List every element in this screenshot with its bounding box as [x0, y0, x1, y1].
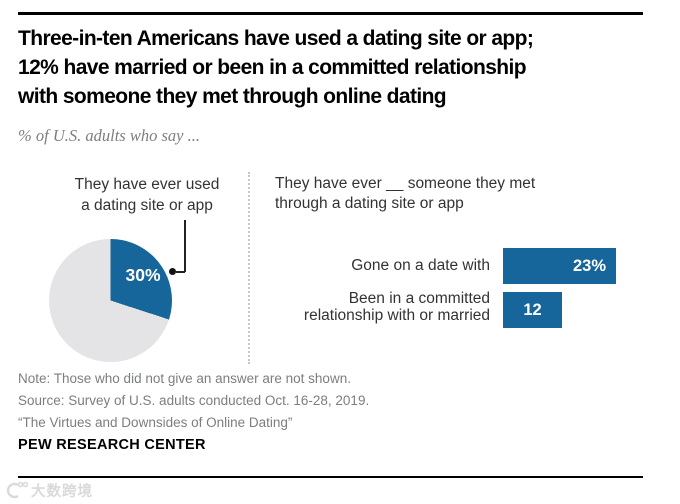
bottom-rule: [18, 476, 643, 478]
watermark-text: 大数跨境: [31, 483, 93, 500]
title-line: with someone they met through online dat…: [18, 85, 447, 108]
pie-chart: [49, 239, 172, 362]
title-line: Three-in-ten Americans have used a datin…: [18, 27, 534, 50]
title-line: 12% have married or been in a committed …: [18, 56, 527, 79]
bar-chart-title: They have ever __ someone they met throu…: [275, 174, 605, 214]
brand-label: PEW RESEARCH CENTER: [18, 437, 206, 453]
bar-value-label: 12: [523, 301, 542, 319]
footer-notes: Note: Those who did not give an answer a…: [18, 368, 369, 434]
pie-slice-value: 30%: [125, 265, 161, 285]
callout-line-vertical: [184, 220, 186, 272]
bar-category-label: Been in a committed relationship with or…: [303, 290, 490, 324]
panel-divider: [248, 172, 250, 364]
bar-fill: 12: [503, 292, 562, 328]
watermark-logo-icon: [4, 481, 28, 499]
watermark: 大数跨境: [4, 480, 93, 500]
pie-label-line: a dating site or app: [81, 197, 213, 214]
bar-category-label: Gone on a date with: [351, 257, 490, 274]
callout-line-horizontal: [176, 271, 185, 273]
subtitle: % of U.S. adults who say ...: [18, 126, 200, 145]
note-text: Note: Those who did not give an answer a…: [18, 371, 351, 386]
report-title-text: “The Virtues and Downsides of Online Dat…: [18, 415, 293, 430]
bar-value-label: 23%: [572, 257, 606, 275]
pie-label: They have ever used a dating site or app: [58, 174, 236, 216]
source-text: Source: Survey of U.S. adults conducted …: [18, 393, 370, 408]
top-rule: [18, 12, 643, 15]
bar-chart-title-line: through a dating site or app: [275, 195, 464, 212]
callout-dot: [169, 268, 176, 275]
bar-fill: 23%: [503, 248, 616, 284]
bar-chart-title-line: They have ever __ someone they met: [275, 175, 536, 192]
pie-label-line: They have ever used: [74, 176, 220, 193]
page-title: Three-in-ten Americans have used a datin…: [18, 24, 658, 111]
